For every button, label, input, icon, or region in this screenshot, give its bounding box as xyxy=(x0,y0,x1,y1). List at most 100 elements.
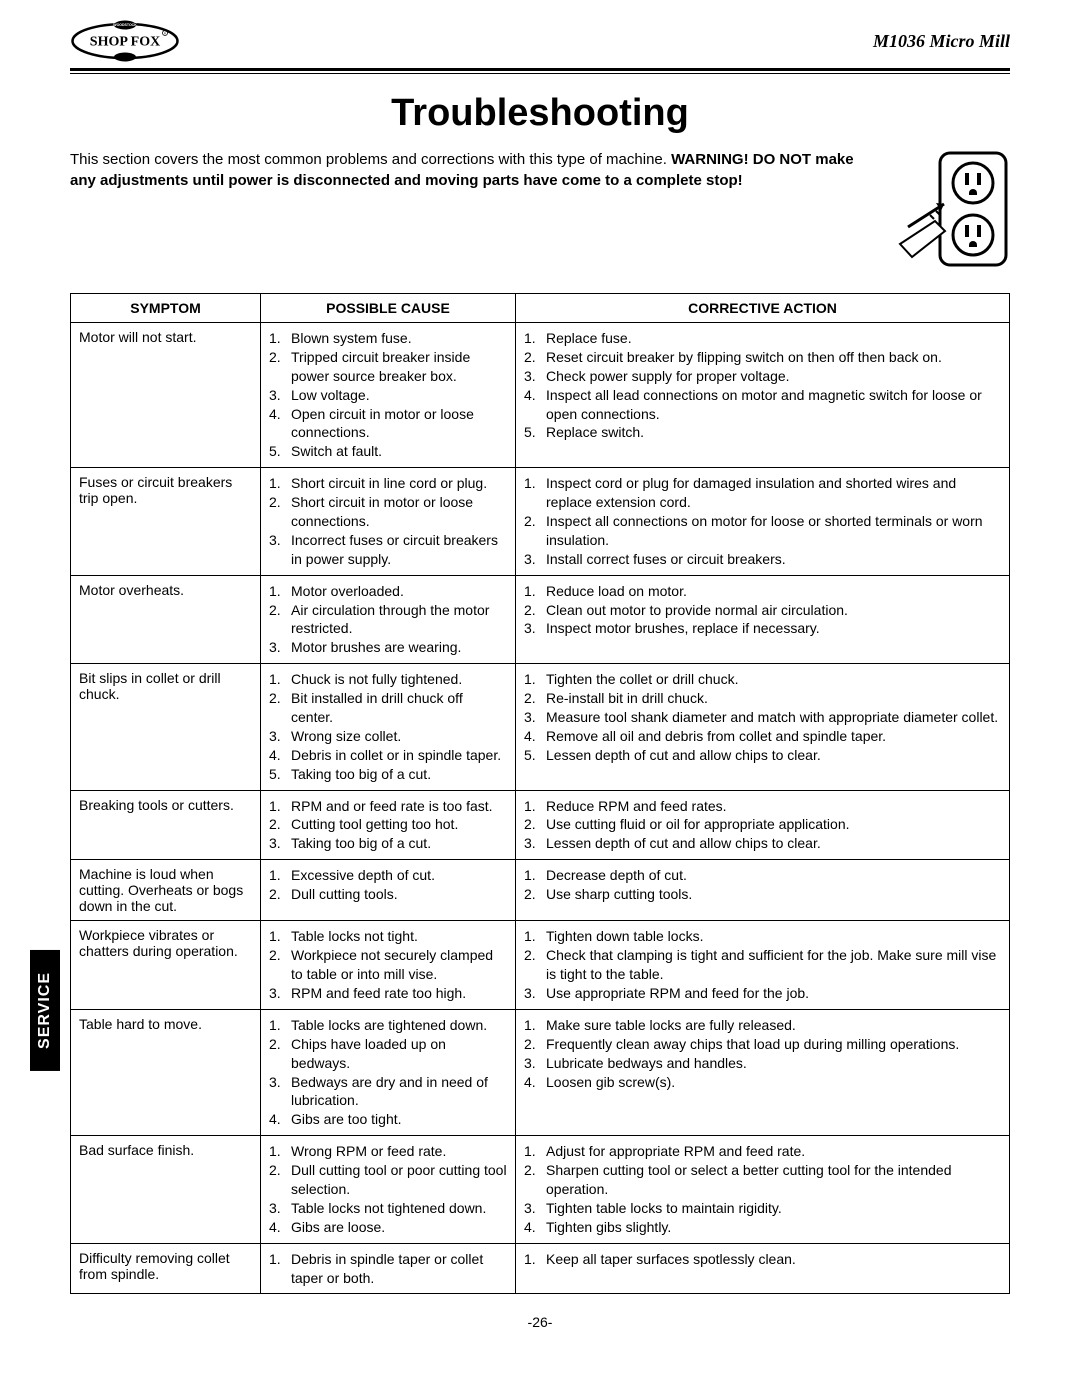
cause-cell: 1.Table locks not tight.2.Workpiece not … xyxy=(261,921,516,1010)
action-cell: 1.Keep all taper surfaces spotlessly cle… xyxy=(516,1243,1010,1294)
model-label: M1036 Micro Mill xyxy=(873,31,1010,52)
list-item: 4.Tighten gibs slightly. xyxy=(524,1218,1001,1237)
cause-cell: 1.Table locks are tightened down.2.Chips… xyxy=(261,1009,516,1135)
page-number: -26- xyxy=(70,1314,1010,1330)
list-item: 3.Use appropriate RPM and feed for the j… xyxy=(524,984,1001,1003)
list-item: 2.Chips have loaded up on bedways. xyxy=(269,1035,507,1073)
list-item: 3.Incorrect fuses or circuit breakers in… xyxy=(269,531,507,569)
symptom-cell: Machine is loud when cutting. Overheats … xyxy=(71,860,261,921)
cause-cell: 1.Wrong RPM or feed rate.2.Dull cutting … xyxy=(261,1136,516,1243)
table-row: Bad surface finish.1.Wrong RPM or feed r… xyxy=(71,1136,1010,1243)
list-item: 1.Short circuit in line cord or plug. xyxy=(269,474,507,493)
list-item: 4.Open circuit in motor or loose connect… xyxy=(269,405,507,443)
list-item: 3.Inspect motor brushes, replace if nece… xyxy=(524,619,1001,638)
list-item: 1.Table locks are tightened down. xyxy=(269,1016,507,1035)
list-item: 4.Debris in collet or in spindle taper. xyxy=(269,746,507,765)
list-item: 4.Gibs are too tight. xyxy=(269,1110,507,1129)
list-item: 5.Lessen depth of cut and allow chips to… xyxy=(524,746,1001,765)
list-item: 1.Chuck is not fully tightened. xyxy=(269,670,507,689)
table-row: Breaking tools or cutters.1.RPM and or f… xyxy=(71,790,1010,860)
cause-cell: 1.Blown system fuse.2.Tripped circuit br… xyxy=(261,323,516,468)
col-cause: POSSIBLE CAUSE xyxy=(261,294,516,323)
intro-paragraph: This section covers the most common prob… xyxy=(70,149,870,191)
table-row: Table hard to move.1.Table locks are tig… xyxy=(71,1009,1010,1135)
list-item: 1.Inspect cord or plug for damaged insul… xyxy=(524,474,1001,512)
list-item: 2.Workpiece not securely clamped to tabl… xyxy=(269,946,507,984)
list-item: 5.Replace switch. xyxy=(524,423,1001,442)
intro-plain: This section covers the most common prob… xyxy=(70,151,671,168)
list-item: 5.Taking too big of a cut. xyxy=(269,765,507,784)
symptom-cell: Difficulty removing collet from spindle. xyxy=(71,1243,261,1294)
table-row: Fuses or circuit breakers trip open.1.Sh… xyxy=(71,468,1010,575)
action-cell: 1.Adjust for appropriate RPM and feed ra… xyxy=(516,1136,1010,1243)
list-item: 1.Excessive depth of cut. xyxy=(269,866,507,885)
col-action: CORRECTIVE ACTION xyxy=(516,294,1010,323)
symptom-cell: Motor will not start. xyxy=(71,323,261,468)
list-item: 4.Remove all oil and debris from collet … xyxy=(524,727,1001,746)
list-item: 2.Reset circuit breaker by flipping swit… xyxy=(524,348,1001,367)
list-item: 1.Make sure table locks are fully releas… xyxy=(524,1016,1001,1035)
list-item: 3.Tighten table locks to maintain rigidi… xyxy=(524,1199,1001,1218)
table-row: Motor will not start.1.Blown system fuse… xyxy=(71,323,1010,468)
list-item: 2.Cutting tool getting too hot. xyxy=(269,815,507,834)
table-row: Motor overheats.1.Motor overloaded.2.Air… xyxy=(71,575,1010,664)
list-item: 3.Motor brushes are wearing. xyxy=(269,638,507,657)
header-divider xyxy=(70,68,1010,74)
list-item: 2.Inspect all connections on motor for l… xyxy=(524,512,1001,550)
symptom-cell: Bit slips in collet or drill chuck. xyxy=(71,664,261,790)
list-item: 3.Table locks not tightened down. xyxy=(269,1199,507,1218)
list-item: 2.Tripped circuit breaker inside power s… xyxy=(269,348,507,386)
table-row: Workpiece vibrates or chatters during op… xyxy=(71,921,1010,1010)
list-item: 4.Gibs are loose. xyxy=(269,1218,507,1237)
list-item: 2.Use sharp cutting tools. xyxy=(524,885,1001,904)
table-row: Difficulty removing collet from spindle.… xyxy=(71,1243,1010,1294)
list-item: 3.Bedways are dry and in need of lubrica… xyxy=(269,1073,507,1111)
list-item: 3.Lessen depth of cut and allow chips to… xyxy=(524,834,1001,853)
list-item: 5.Switch at fault. xyxy=(269,442,507,461)
list-item: 1.Reduce load on motor. xyxy=(524,582,1001,601)
list-item: 1.Reduce RPM and feed rates. xyxy=(524,797,1001,816)
table-row: Bit slips in collet or drill chuck.1.Chu… xyxy=(71,664,1010,790)
list-item: 3.Lubricate bedways and handles. xyxy=(524,1054,1001,1073)
action-cell: 1.Make sure table locks are fully releas… xyxy=(516,1009,1010,1135)
list-item: 1.Blown system fuse. xyxy=(269,329,507,348)
symptom-cell: Bad surface finish. xyxy=(71,1136,261,1243)
list-item: 3.Measure tool shank diameter and match … xyxy=(524,708,1001,727)
cause-cell: 1.Chuck is not fully tightened.2.Bit ins… xyxy=(261,664,516,790)
list-item: 3.Install correct fuses or circuit break… xyxy=(524,550,1001,569)
list-item: 1.Wrong RPM or feed rate. xyxy=(269,1142,507,1161)
cause-cell: 1.Excessive depth of cut.2.Dull cutting … xyxy=(261,860,516,921)
action-cell: 1.Tighten the collet or drill chuck.2.Re… xyxy=(516,664,1010,790)
list-item: 1.Tighten the collet or drill chuck. xyxy=(524,670,1001,689)
troubleshooting-table: SYMPTOM POSSIBLE CAUSE CORRECTIVE ACTION… xyxy=(70,293,1010,1294)
list-item: 2.Short circuit in motor or loose connec… xyxy=(269,493,507,531)
col-symptom: SYMPTOM xyxy=(71,294,261,323)
list-item: 3.Low voltage. xyxy=(269,386,507,405)
list-item: 1.Debris in spindle taper or collet tape… xyxy=(269,1250,507,1288)
symptom-cell: Fuses or circuit breakers trip open. xyxy=(71,468,261,575)
list-item: 2.Clean out motor to provide normal air … xyxy=(524,601,1001,620)
svg-text:SHOP FOX: SHOP FOX xyxy=(90,35,160,50)
list-item: 4.Loosen gib screw(s). xyxy=(524,1073,1001,1092)
action-cell: 1.Replace fuse.2.Reset circuit breaker b… xyxy=(516,323,1010,468)
list-item: 2.Bit installed in drill chuck off cente… xyxy=(269,689,507,727)
cause-cell: 1.Debris in spindle taper or collet tape… xyxy=(261,1243,516,1294)
list-item: 2.Use cutting fluid or oil for appropria… xyxy=(524,815,1001,834)
list-item: 3.Check power supply for proper voltage. xyxy=(524,367,1001,386)
list-item: 1.Motor overloaded. xyxy=(269,582,507,601)
list-item: 2.Frequently clean away chips that load … xyxy=(524,1035,1001,1054)
cause-cell: 1.RPM and or feed rate is too fast.2.Cut… xyxy=(261,790,516,860)
svg-text:WOODSTOCK: WOODSTOCK xyxy=(113,23,137,27)
action-cell: 1.Reduce RPM and feed rates.2.Use cuttin… xyxy=(516,790,1010,860)
action-cell: 1.Decrease depth of cut.2.Use sharp cutt… xyxy=(516,860,1010,921)
action-cell: 1.Tighten down table locks.2.Check that … xyxy=(516,921,1010,1010)
page-title: Troubleshooting xyxy=(70,92,1010,135)
unplug-outlet-icon xyxy=(890,149,1010,269)
cause-cell: 1.Short circuit in line cord or plug.2.S… xyxy=(261,468,516,575)
action-cell: 1.Inspect cord or plug for damaged insul… xyxy=(516,468,1010,575)
list-item: 2.Re-install bit in drill chuck. xyxy=(524,689,1001,708)
list-item: 1.Tighten down table locks. xyxy=(524,927,1001,946)
list-item: 4.Inspect all lead connections on motor … xyxy=(524,386,1001,424)
list-item: 3.Taking too big of a cut. xyxy=(269,834,507,853)
cause-cell: 1.Motor overloaded.2.Air circulation thr… xyxy=(261,575,516,664)
